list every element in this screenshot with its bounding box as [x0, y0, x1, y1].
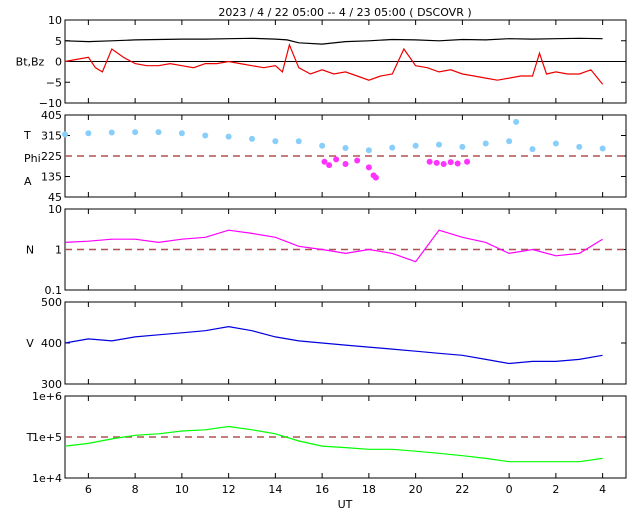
panel-1: 10 5 0 −5 −10 Bt,Bz: [16, 14, 627, 110]
y-tick-label: 135: [41, 171, 62, 184]
data-point: [319, 142, 326, 149]
chart-title: 2023 / 4 / 22 05:00 -- 4 / 23 05:00 ( DS…: [218, 6, 471, 19]
data-point: [225, 133, 232, 140]
series-line-V: [64, 325, 603, 365]
y-tick-label: 45: [48, 191, 62, 204]
series-temperature-scatter: [62, 118, 606, 154]
data-point: [529, 146, 536, 153]
data-point: [426, 158, 433, 165]
y-tick-label: 300: [41, 378, 62, 391]
series-phi-scatter: [321, 156, 471, 181]
x-tick-label: 22: [455, 483, 469, 496]
data-point: [295, 138, 302, 145]
data-point: [155, 129, 162, 136]
y-tick-label: 225: [41, 150, 62, 163]
data-point: [365, 147, 372, 154]
y-axis-label: Bt,Bz: [16, 56, 45, 69]
panel-2: 405 315 225 135 45 T Phi A: [23, 109, 627, 204]
data-point: [440, 160, 447, 167]
data-point: [249, 135, 255, 142]
data-point: [576, 143, 583, 150]
x-axis-label: UT: [338, 498, 353, 511]
data-point: [132, 129, 139, 136]
y-tick-label: −5: [46, 76, 62, 89]
y-tick-label: 0: [55, 56, 62, 69]
y-tick-label: 5: [55, 35, 62, 48]
panel-frame: [64, 301, 627, 385]
x-tick-label: 6: [85, 483, 92, 496]
data-point: [389, 144, 396, 151]
data-point: [333, 156, 340, 163]
data-point: [433, 159, 440, 166]
data-point: [506, 138, 513, 145]
data-point: [202, 132, 209, 139]
y-axis-label: T: [23, 129, 31, 142]
series-line-N: [64, 229, 603, 263]
data-point: [552, 140, 559, 147]
panel-5: 1e+6 1e+5 1e+4 T 6 8 10 12 14 16 18 20 22 0 2 4: [26, 390, 627, 496]
y-tick-label: 0.1: [45, 284, 63, 297]
y-axis-label: A: [24, 175, 32, 188]
data-point: [459, 143, 466, 150]
y-tick-label: 10: [48, 14, 62, 27]
x-tick-label: 10: [175, 483, 189, 496]
data-point: [372, 174, 379, 181]
x-tick-label: 2: [552, 483, 559, 496]
x-tick-label: 0: [506, 483, 513, 496]
y-tick-label: 1e+5: [32, 431, 62, 444]
data-point: [272, 138, 279, 145]
y-tick-label: 1e+4: [32, 472, 62, 485]
series-line-Bt: [64, 37, 603, 45]
data-point: [436, 141, 442, 148]
data-point: [365, 164, 372, 171]
y-axis-label: N: [26, 244, 34, 257]
y-tick-label: 400: [41, 337, 62, 350]
series-line-Bz: [64, 43, 604, 85]
y-tick-label: 405: [41, 109, 62, 122]
x-tick-label: 20: [409, 483, 423, 496]
x-tick-label: 14: [268, 483, 282, 496]
y-axis-label: V: [26, 337, 34, 350]
data-point: [513, 118, 520, 125]
data-point: [454, 160, 461, 167]
series-line-T: [64, 425, 603, 463]
data-point: [108, 129, 115, 136]
y-tick-label: −10: [39, 97, 62, 110]
x-tick-label: 8: [132, 483, 139, 496]
data-point: [599, 145, 606, 152]
data-point: [342, 160, 349, 167]
panel-4: 500 400 300 V: [26, 296, 627, 391]
data-point: [321, 158, 328, 165]
y-tick-label: 500: [41, 296, 62, 309]
y-tick-label: 10: [48, 203, 62, 216]
data-point: [412, 142, 419, 149]
x-tick-label: 16: [315, 483, 329, 496]
panel-3: 10 1 0.1 N: [26, 203, 627, 297]
data-point: [62, 131, 68, 138]
data-point: [482, 140, 489, 147]
y-tick-label: 1e+6: [32, 390, 62, 403]
y-tick-label: 315: [41, 130, 62, 143]
data-point: [464, 158, 471, 165]
data-point: [178, 130, 185, 137]
x-tick-label: 18: [362, 483, 376, 496]
y-tick-label: 1: [55, 244, 62, 257]
data-point: [447, 159, 454, 166]
data-point: [342, 145, 349, 152]
data-point: [354, 157, 361, 164]
y-axis-label: Phi: [24, 152, 41, 165]
data-point: [326, 162, 333, 169]
x-tick-label: 12: [222, 483, 236, 496]
data-point: [85, 130, 92, 137]
x-tick-label: 4: [599, 483, 606, 496]
y-axis-label: T: [26, 431, 34, 444]
